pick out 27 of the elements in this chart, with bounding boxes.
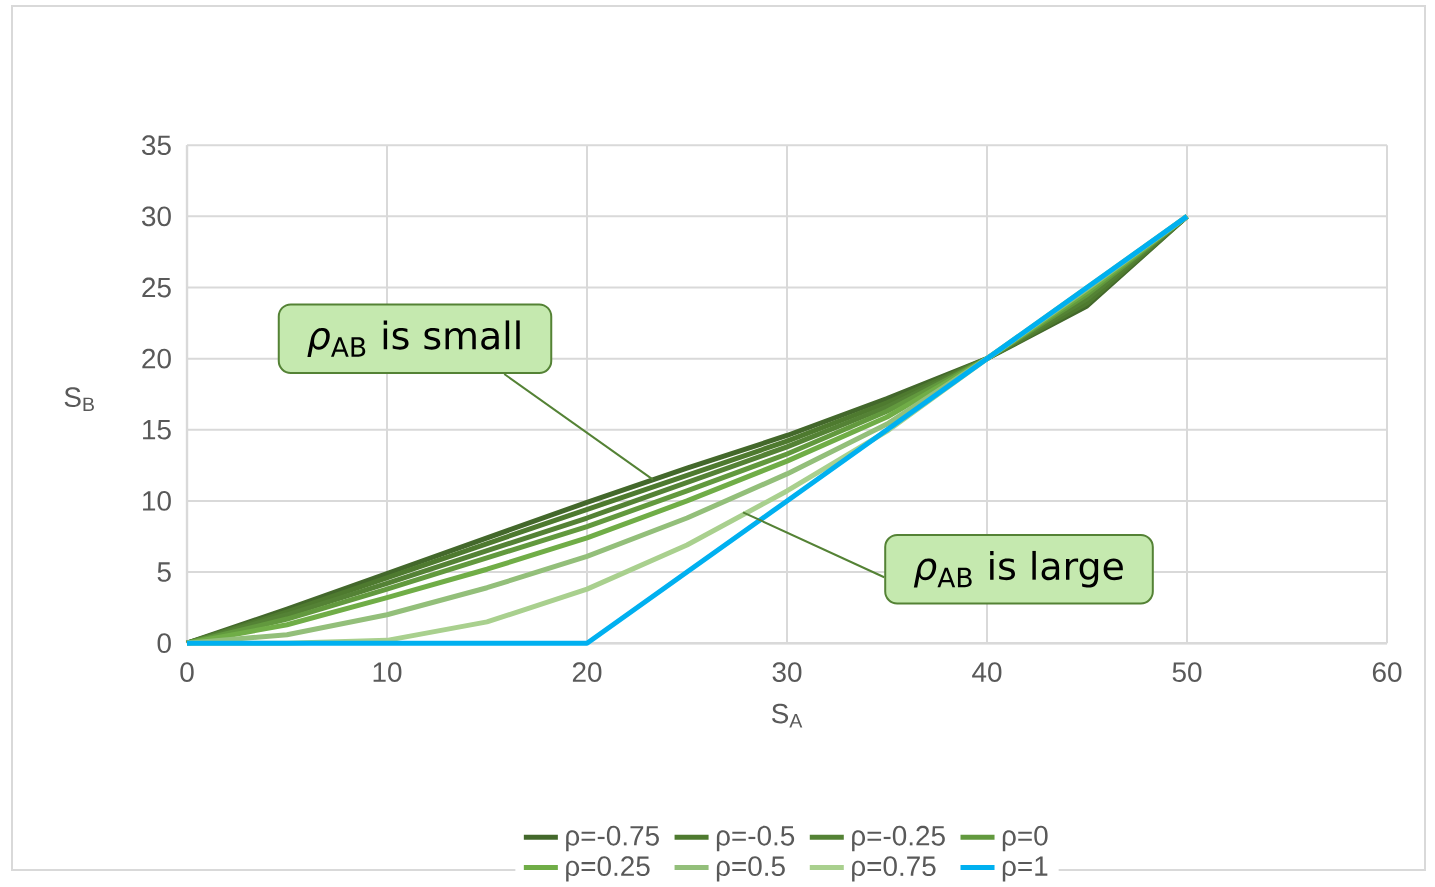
legend-label: ρ=1: [1002, 856, 1048, 882]
annotation: ρ$_{AB}$ is small: [307, 320, 520, 358]
legend-label: ρ=0.25: [566, 856, 650, 882]
x-tick-label: 40: [972, 662, 1002, 683]
x-tick-label: 10: [373, 662, 402, 683]
x-tick-label: 20: [572, 662, 602, 683]
y-axis-title: S$_{B}$: [64, 387, 94, 412]
legend-label: ρ=-0.5: [716, 825, 795, 852]
x-tick-label: 50: [1172, 662, 1202, 683]
y-tick-label: 25: [142, 277, 171, 298]
annotation: ρ$_{AB}$ is large: [913, 551, 1123, 588]
x-tick-label: 60: [1372, 662, 1402, 683]
y-tick-label: 5: [157, 562, 171, 582]
legend-label: ρ=-0.25: [852, 825, 945, 852]
y-tick-label: 35: [142, 135, 171, 156]
legend-label: ρ=-0.75: [566, 825, 659, 852]
y-tick-label: 15: [143, 420, 171, 440]
legend-label: ρ=0.5: [716, 856, 785, 882]
x-tick-label: 30: [772, 662, 802, 683]
y-tick-label: 30: [142, 206, 171, 227]
legend-label: ρ=0: [1002, 825, 1048, 852]
x-tick-label: 0: [180, 662, 194, 683]
y-tick-label: 20: [142, 348, 171, 369]
legend-label: ρ=0.75: [852, 856, 936, 882]
x-axis-title: S$_{A}$: [771, 703, 803, 728]
y-tick-label: 0: [157, 633, 171, 654]
y-tick-label: 10: [143, 491, 171, 511]
